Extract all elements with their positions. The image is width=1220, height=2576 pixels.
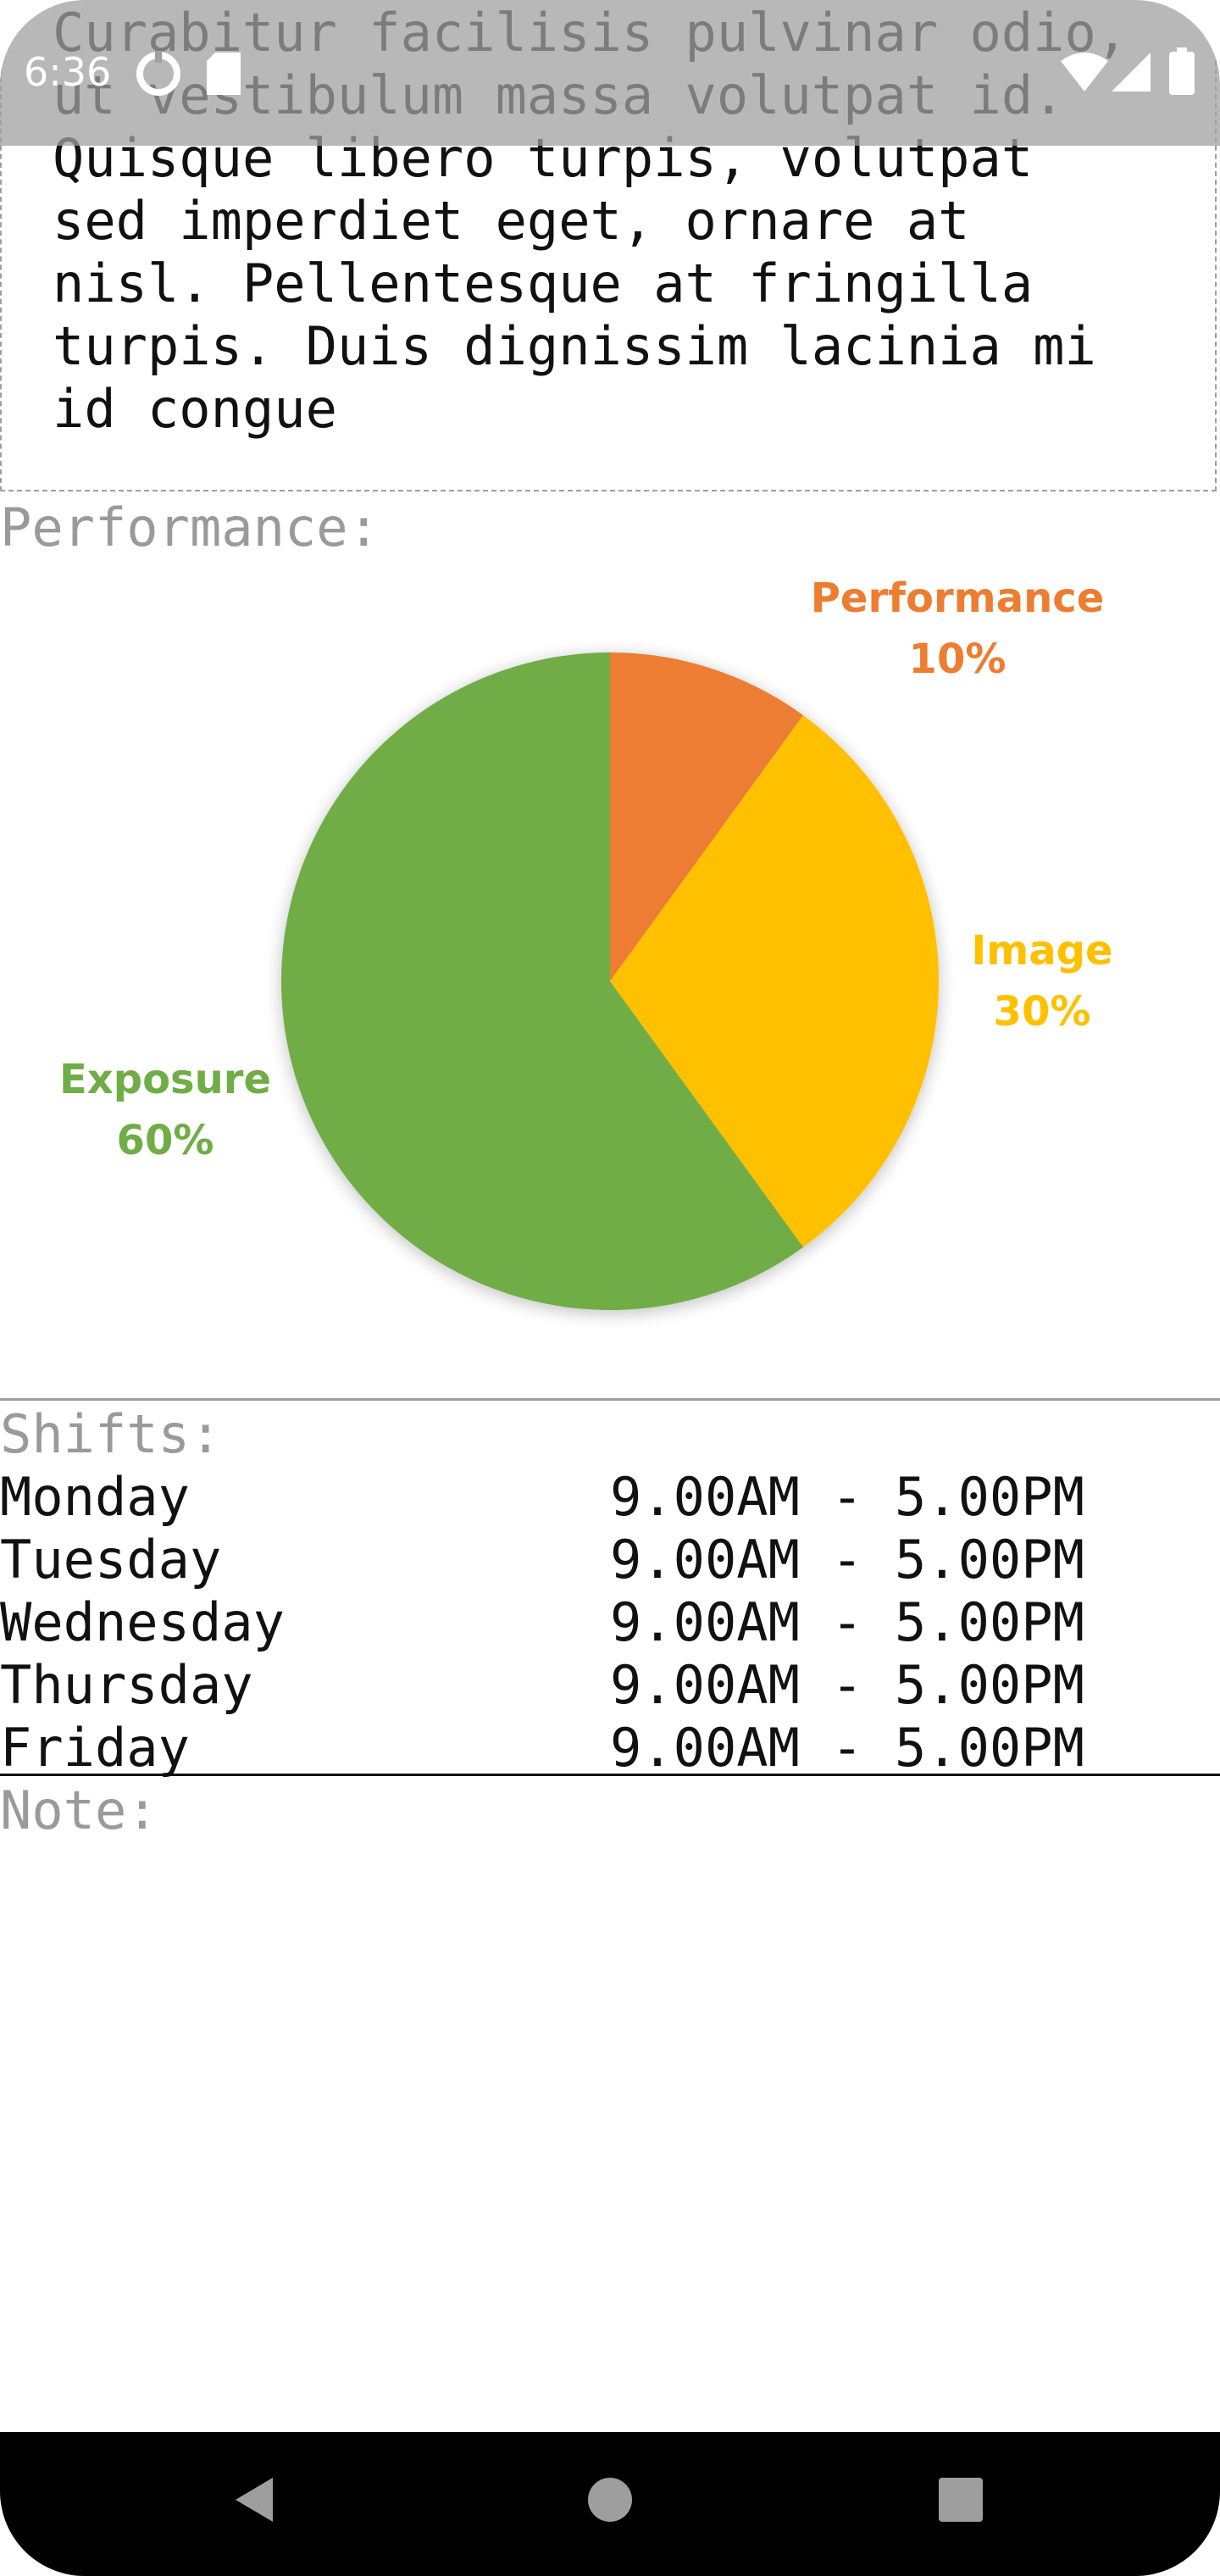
pie-label-image-name: Image bbox=[971, 927, 1113, 974]
data-saver-icon bbox=[136, 51, 180, 96]
pie-label-exposure-name: Exposure bbox=[58, 1056, 272, 1103]
shift-day: Friday bbox=[0, 1717, 190, 1779]
shift-time: 9.00AM - 5.00PM bbox=[610, 1466, 1084, 1528]
wifi-icon bbox=[1061, 53, 1108, 92]
pie-slice-exposure bbox=[280, 652, 804, 1310]
shift-time: 9.00AM - 5.00PM bbox=[610, 1529, 1084, 1591]
shift-row-friday: Friday 9.00AM - 5.00PM bbox=[0, 1717, 1220, 1779]
pie-slice-performance bbox=[610, 652, 804, 981]
pie-label-image-value: 30% bbox=[993, 988, 1091, 1035]
pie-label-exposure-value: 60% bbox=[116, 1117, 214, 1164]
shift-row-monday: Monday 9.00AM - 5.00PM bbox=[0, 1466, 1220, 1529]
pie-label-exposure: Exposure 60% bbox=[34, 1049, 297, 1171]
shift-row-thursday: Thursday 9.00AM - 5.00PM bbox=[0, 1654, 1220, 1717]
pie-slice-image bbox=[610, 715, 939, 1247]
shift-time: 9.00AM - 5.00PM bbox=[610, 1654, 1084, 1716]
battery-icon bbox=[1169, 47, 1195, 95]
status-time: 6:36 bbox=[24, 49, 112, 95]
pie-label-performance: Performance 10% bbox=[779, 568, 1135, 690]
shift-time: 9.00AM - 5.00PM bbox=[610, 1591, 1084, 1653]
pie-label-image: Image 30% bbox=[949, 920, 1135, 1042]
pie-label-performance-name: Performance bbox=[810, 575, 1105, 622]
signal-icon bbox=[1112, 53, 1151, 92]
status-bar: 6:36 bbox=[0, 0, 1220, 146]
shifts-label: Shifts: bbox=[0, 1403, 222, 1465]
shift-time: 9.00AM - 5.00PM bbox=[610, 1717, 1084, 1779]
shift-day: Tuesday bbox=[0, 1529, 222, 1591]
shift-day: Wednesday bbox=[0, 1591, 285, 1653]
back-icon[interactable] bbox=[229, 2474, 280, 2525]
performance-label: Performance: bbox=[0, 497, 380, 558]
home-icon[interactable] bbox=[585, 2474, 635, 2525]
note-label: Note: bbox=[0, 1779, 158, 1841]
note-divider bbox=[0, 1774, 1220, 1776]
shift-day: Monday bbox=[0, 1466, 190, 1528]
pie-label-performance-value: 10% bbox=[908, 636, 1006, 683]
recents-icon[interactable] bbox=[935, 2474, 986, 2525]
pie-chart-svg bbox=[280, 652, 939, 1310]
navigation-bar bbox=[0, 2432, 1220, 2576]
sd-card-icon bbox=[207, 53, 241, 95]
shift-row-wednesday: Wednesday 9.00AM - 5.00PM bbox=[0, 1591, 1220, 1654]
shifts-divider bbox=[0, 1398, 1220, 1401]
performance-pie-chart: Performance 10% Image 30% Exposure 60% bbox=[0, 568, 1220, 1347]
shift-row-tuesday: Tuesday 9.00AM - 5.00PM bbox=[0, 1529, 1220, 1591]
shift-day: Thursday bbox=[0, 1654, 253, 1716]
